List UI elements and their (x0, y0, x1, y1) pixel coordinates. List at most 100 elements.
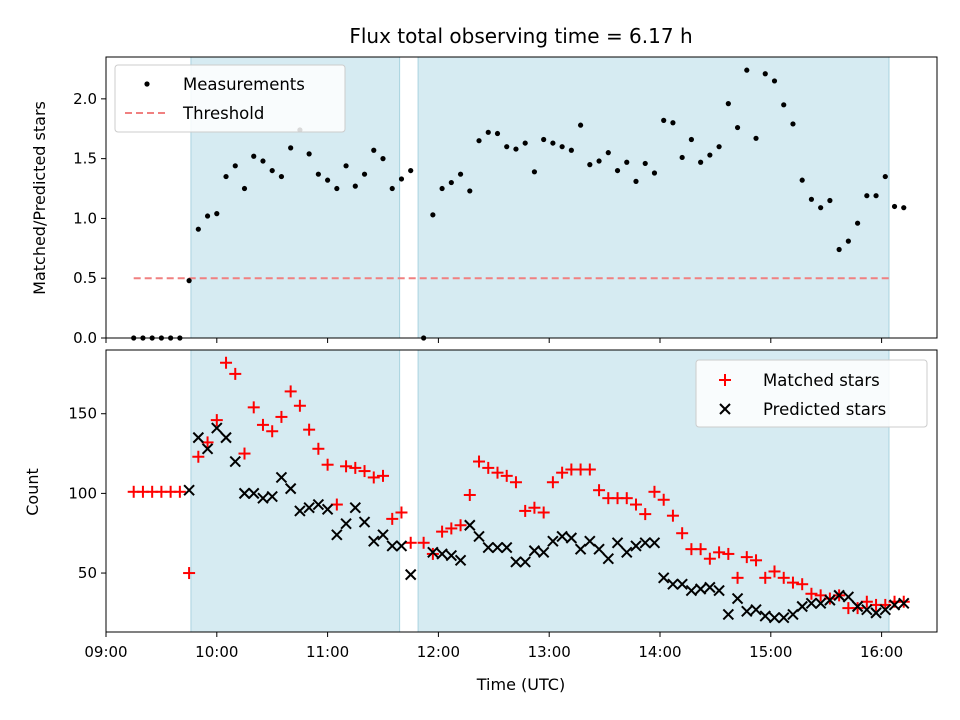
bottom-series-0-point-14 (256, 418, 269, 431)
legend-measurements-label: Measurements (183, 75, 305, 94)
bottom-series-0-point-28 (386, 512, 399, 525)
x-tick-label-4: 13:00 (528, 643, 571, 661)
bottom-series-1-point-63 (778, 611, 790, 624)
legend-matched-marker (719, 374, 731, 386)
bottom-series-0-point-37 (473, 455, 486, 468)
bottom-series-1-point-3 (211, 422, 223, 434)
top-series-0-point-42 (522, 140, 528, 146)
bottom-series-1-point-48 (639, 537, 651, 549)
bottom-series-0-point-34 (445, 522, 458, 535)
top-series-0-point-79 (864, 193, 870, 199)
bottom-series-1-point-74 (879, 603, 892, 616)
x-tick-label-6: 15:00 (749, 643, 792, 661)
top-series-0-point-38 (485, 129, 491, 135)
top-series-0-point-22 (334, 185, 340, 192)
top-series-0-point-12 (241, 185, 248, 192)
top-y-tick-label-2: 1.0 (73, 209, 97, 227)
bottom-series-0-point-43 (528, 501, 541, 514)
chart-title: Flux total observing time = 6.17 h (349, 24, 692, 48)
bottom-series-0-point-6 (183, 567, 196, 580)
bottom-series-1-point-75 (888, 599, 901, 611)
bottom-series-1-point-64 (787, 608, 799, 621)
bottom-series-0-point-24 (349, 461, 362, 474)
bottom-series-1-point-70 (842, 591, 855, 603)
bottom-series-0-point-50 (593, 484, 606, 497)
top-y-tick-label-0: 0.0 (73, 329, 97, 347)
bottom-series-1-point-69 (833, 589, 845, 602)
top-axes-ticks: 0.0 0.5 1.0 1.5 2.0 (73, 90, 883, 347)
bottom-series-1-point-44 (602, 553, 615, 565)
top-series-0-point-20 (315, 171, 321, 177)
bottom-y-tick-label-0: 50 (78, 564, 97, 582)
bottom-series-1-point-66 (805, 597, 818, 610)
top-series-0-point-40 (504, 144, 510, 150)
top-series-0-point-83 (901, 205, 907, 211)
top-series-0-point-71 (790, 121, 796, 127)
bottom-series-1-point-29 (464, 519, 476, 531)
bottom-series-1-point-71 (851, 600, 864, 613)
x-axis-label: Time (UTC) (476, 675, 565, 694)
top-series-0-point-54 (633, 178, 639, 184)
bottom-series-0-point-40 (500, 469, 513, 482)
x-tick-label-5: 14:00 (638, 643, 681, 661)
top-series-0-point-53 (624, 159, 630, 165)
bottom-series-1-point-22 (386, 540, 398, 552)
bottom-series-1-point-15 (321, 503, 334, 516)
bottom-panel: 50 100 150 09:00 10:00 11:00 12:00 13:00 14:00 15… (23, 349, 938, 694)
bottom-series-0-point-36 (463, 488, 476, 501)
top-y-tick-label-4: 2.0 (73, 90, 97, 108)
bottom-series-1-point-30 (473, 530, 485, 543)
bottom-series-1-point-37 (537, 546, 550, 559)
top-series-0-point-37 (476, 138, 482, 144)
top-series-0-point-73 (808, 196, 815, 202)
top-series-0-point-78 (854, 220, 861, 226)
bottom-series-0-point-10 (220, 356, 233, 369)
top-series-0-point-30 (408, 167, 414, 174)
bottom-series-0-point-5 (173, 485, 186, 498)
top-series-0-point-59 (679, 154, 685, 161)
top-series-0-point-17 (288, 145, 294, 151)
bottom-series-1-point-72 (861, 603, 873, 616)
top-series-0-point-25 (361, 171, 368, 177)
x-tick-label-0: 09:00 (84, 643, 127, 661)
bottom-series-0-point-33 (436, 525, 449, 538)
bottom-series-0-point-32 (426, 547, 439, 560)
top-series-0-point-11 (232, 163, 238, 169)
bottom-series-0-point-68 (759, 571, 772, 584)
top-series-0-point-57 (661, 117, 667, 123)
top-series-0-point-58 (670, 120, 676, 126)
bottom-series-1-point-4 (220, 431, 232, 444)
bottom-series-1-point-34 (510, 556, 522, 568)
bottom-series-1-point-47 (630, 540, 642, 552)
legend-predicted-label: Predicted stars (763, 400, 886, 419)
bottom-shaded-interval-0 (190, 349, 401, 633)
top-series-0-point-50 (596, 158, 602, 164)
top-series-0-point-52 (614, 167, 621, 174)
top-series-0-point-55 (642, 160, 648, 167)
bottom-series-1-point-36 (528, 545, 541, 557)
bottom-series-1-point-76 (898, 597, 910, 610)
bottom-series-0-point-58 (666, 509, 679, 522)
bottom-series-1-point-8 (257, 492, 269, 504)
top-series-0-point-45 (550, 140, 556, 146)
top-series-0-point-15 (269, 167, 275, 174)
top-series-0-point-33 (439, 185, 445, 192)
bottom-series-1-point-16 (331, 529, 343, 541)
top-series-0-point-81 (882, 173, 888, 180)
top-series-0-point-36 (467, 188, 473, 194)
bottom-series-0-point-35 (454, 519, 467, 532)
bottom-series-1-point-5 (229, 455, 241, 468)
bottom-series-1-point-19 (358, 516, 371, 528)
bottom-series-0-point-21 (321, 458, 334, 471)
top-series-0-point-27 (380, 156, 386, 162)
bottom-series-1-point-49 (648, 537, 661, 549)
bottom-series-1-point-57 (722, 608, 735, 621)
top-series-0-point-63 (716, 144, 722, 150)
bottom-series-1-point-26 (436, 548, 448, 560)
bottom-series-1-point-58 (731, 592, 744, 605)
bottom-series-0-point-55 (639, 508, 652, 521)
top-series-0-point-69 (771, 78, 778, 84)
x-tick-label-2: 11:00 (306, 643, 349, 661)
top-series-0-point-77 (845, 238, 851, 244)
